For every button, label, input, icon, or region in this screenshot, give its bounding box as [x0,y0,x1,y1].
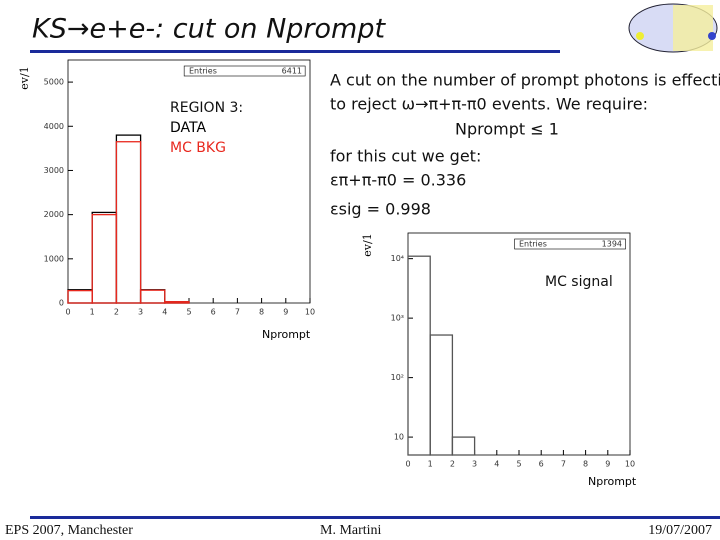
x-tick-label: 7 [235,308,240,317]
histogram-bar [429,334,454,456]
x-tick-label: 0 [65,308,70,317]
text-line: εsig = 0.998 [330,200,431,219]
x-tick-label: 9 [283,308,288,317]
x-tick-label: 10 [305,308,315,317]
plot-frame [67,59,311,304]
legend-entry: DATA [170,120,206,136]
footer-text: 19/07/2007 [648,523,712,538]
x-tick-label: 0 [405,460,410,469]
footer-text: EPS 2007, Manchester [5,523,133,538]
legend-heading: REGION 3: [170,100,243,116]
x-tick-label: 3 [138,308,143,317]
legend-entry: MC BKG [170,140,226,156]
x-tick-label: 1 [90,308,95,317]
x-tick-label: 5 [516,460,521,469]
histogram-bar [67,289,93,304]
title-rule [30,50,560,53]
y-tick-label: 10 [394,433,404,442]
stats-label: Entries [519,240,547,249]
logo [628,3,718,53]
y-tick-label: 5000 [44,78,64,87]
y-tick-label: 4000 [44,122,64,131]
y-tick-label: 1000 [44,254,64,263]
y-tick-label: 10³ [391,314,404,323]
y-tick-label: 2000 [44,210,64,219]
y-tick-label: 10⁴ [391,254,404,263]
x-tick-label: 8 [259,308,264,317]
x-tick-label: 6 [539,460,544,469]
footer-rule [30,516,720,519]
y-axis-label: ev/1 [361,233,374,256]
histogram-bar [451,436,476,456]
histogram-bar [67,289,93,304]
histogram-bar [91,211,118,304]
footer-text: M. Martini [320,523,382,538]
x-tick-label: 4 [494,460,499,469]
histogram-bar [407,255,431,456]
x-tick-label: 6 [211,308,216,317]
plot-frame [407,232,631,456]
x-tick-label: 5 [186,308,191,317]
x-axis-label: Nprompt [262,328,311,341]
y-tick-label: 0 [59,299,64,308]
x-tick-label: 10 [625,460,635,469]
legend-heading: MC signal [545,274,613,290]
x-tick-label: 9 [605,460,610,469]
x-tick-label: 2 [114,308,119,317]
x-tick-label: 2 [450,460,455,469]
histogram-bar [139,289,166,304]
stats-label: Entries [189,67,217,76]
x-tick-label: 3 [472,460,477,469]
text-line: to reject ω→π+π-π0 events. We require: [330,95,648,114]
text-line: Nprompt ≤ 1 [455,120,559,139]
stats-box [514,238,626,250]
histogram-bar [91,213,118,304]
x-tick-label: 8 [583,460,588,469]
x-tick-label: 4 [162,308,167,317]
stats-box [183,65,306,77]
y-axis-label: ev/1 [18,66,31,89]
histogram-bar [164,301,190,304]
histogram-bar [115,141,142,304]
histogram-bar [115,134,142,304]
histogram-bar [139,289,166,304]
text-line: A cut on the number of prompt photons is… [330,71,720,90]
x-tick-label: 7 [561,460,566,469]
y-tick-label: 3000 [44,166,64,175]
stats-value: 1394 [602,240,622,249]
x-tick-label: 1 [428,460,433,469]
stats-value: 6411 [282,67,302,76]
slide-title: KS→e+e-: cut on Nprompt [32,14,386,45]
x-axis-label: Nprompt [588,475,637,488]
y-tick-label: 10² [391,373,404,382]
text-line: for this cut we get: [330,147,481,166]
text-line: επ+π-π0 = 0.336 [330,171,466,190]
